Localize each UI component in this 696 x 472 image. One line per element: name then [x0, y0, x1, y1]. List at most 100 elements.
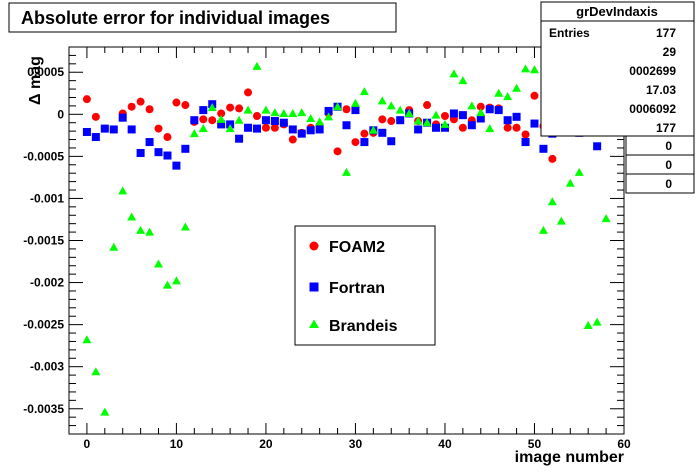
- point-foam2: [136, 97, 145, 106]
- point-brandeis: [306, 114, 316, 123]
- y-axis-title: Δ mag: [27, 56, 44, 105]
- point-fortran: [181, 144, 190, 153]
- point-brandeis: [109, 242, 119, 251]
- point-brandeis: [288, 108, 298, 117]
- point-foam2: [342, 105, 351, 114]
- point-fortran: [109, 125, 118, 134]
- point-fortran: [217, 120, 226, 129]
- point-foam2: [387, 117, 396, 126]
- point-fortran: [458, 111, 467, 120]
- point-brandeis: [431, 110, 441, 119]
- point-fortran: [199, 106, 208, 115]
- point-brandeis: [485, 124, 495, 133]
- point-brandeis: [118, 186, 128, 195]
- point-brandeis: [261, 105, 271, 114]
- point-brandeis: [538, 225, 548, 234]
- point-fortran: [476, 114, 485, 123]
- stats-lower-value-0: 0: [665, 139, 672, 153]
- point-fortran: [270, 117, 279, 126]
- point-brandeis: [145, 227, 155, 236]
- point-fortran: [494, 106, 503, 115]
- point-fortran: [324, 106, 333, 115]
- point-brandeis: [413, 116, 423, 125]
- point-brandeis: [503, 92, 513, 101]
- point-brandeis: [592, 317, 602, 326]
- stats-row-0-value: 177: [656, 26, 676, 40]
- point-brandeis: [601, 214, 611, 223]
- point-foam2: [235, 104, 244, 113]
- stats-name: grDevIndaxis: [576, 4, 658, 19]
- point-foam2: [351, 138, 360, 147]
- point-foam2: [423, 101, 432, 110]
- y-tick-label: -0.0015: [23, 234, 64, 248]
- point-foam2: [181, 101, 190, 110]
- point-fortran: [593, 142, 602, 151]
- y-tick-label: -0.001: [30, 191, 64, 205]
- point-foam2: [252, 111, 261, 120]
- y-tick-label: 0.0005: [27, 65, 64, 79]
- x-tick-label: 60: [617, 437, 631, 451]
- point-fortran: [279, 118, 288, 127]
- point-fortran: [297, 129, 306, 138]
- x-tick-label: 30: [349, 437, 363, 451]
- point-fortran: [432, 123, 441, 132]
- point-brandeis: [368, 125, 378, 134]
- point-brandeis: [476, 108, 486, 117]
- point-brandeis: [279, 108, 289, 117]
- point-foam2: [154, 124, 163, 133]
- y-tick-label: -0.0025: [23, 318, 64, 332]
- stats-frame: [540, 1, 695, 137]
- point-foam2: [82, 95, 91, 104]
- point-foam2: [378, 115, 387, 124]
- point-brandeis: [547, 197, 557, 206]
- point-fortran: [252, 124, 261, 133]
- legend-marker-foam2: [309, 241, 319, 251]
- point-foam2: [270, 123, 279, 132]
- legend-label-brandeis: Brandeis: [329, 318, 398, 335]
- point-foam2: [476, 102, 485, 111]
- y-tick-label: -0.0035: [23, 402, 64, 416]
- point-foam2: [440, 111, 449, 120]
- point-fortran: [91, 133, 100, 142]
- point-fortran: [539, 144, 548, 153]
- point-brandeis: [91, 367, 101, 376]
- point-foam2: [226, 103, 235, 112]
- point-brandeis: [359, 87, 369, 96]
- legend-marker-fortran: [309, 282, 319, 292]
- point-fortran: [172, 161, 181, 170]
- point-brandeis: [494, 88, 504, 97]
- point-brandeis: [315, 117, 325, 126]
- point-brandeis: [136, 225, 146, 234]
- x-tick-label: 50: [528, 437, 542, 451]
- point-brandeis: [243, 105, 253, 114]
- point-fortran: [467, 121, 476, 130]
- point-brandeis: [467, 101, 477, 110]
- x-axis-title: image number: [515, 449, 624, 466]
- point-brandeis: [198, 124, 208, 133]
- title-frame: [8, 2, 397, 33]
- point-brandeis: [386, 101, 396, 110]
- point-brandeis: [189, 129, 199, 138]
- point-fortran: [414, 125, 423, 134]
- point-brandeis: [324, 112, 334, 121]
- stats-row-2-value: 0002699: [629, 64, 676, 78]
- stats-row-1-value: 29: [663, 45, 677, 59]
- point-fortran: [145, 138, 154, 147]
- point-brandeis: [350, 98, 360, 107]
- point-foam2: [172, 98, 181, 107]
- point-fortran: [136, 149, 145, 158]
- point-fortran: [503, 116, 512, 125]
- point-foam2: [530, 91, 539, 100]
- point-foam2: [458, 123, 467, 132]
- legend-label-foam2: FOAM2: [329, 239, 385, 256]
- chart-title: Absolute error for individual images: [21, 8, 330, 28]
- point-brandeis: [180, 222, 190, 231]
- point-foam2: [333, 147, 342, 156]
- point-brandeis: [404, 108, 414, 117]
- x-tick-label: 0: [84, 437, 91, 451]
- point-fortran: [512, 112, 521, 121]
- point-foam2: [127, 102, 136, 111]
- stats-row-0-label: Entries: [549, 26, 590, 40]
- point-fortran: [378, 128, 387, 137]
